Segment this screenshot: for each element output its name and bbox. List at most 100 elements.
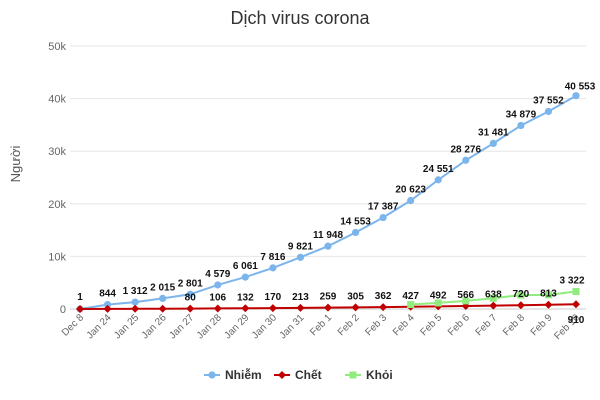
data-label-deaths: 305	[347, 291, 364, 302]
point-diamond	[324, 303, 332, 312]
point-square	[434, 299, 442, 307]
data-label-infected: 24 551	[423, 164, 454, 175]
point-diamond	[131, 304, 140, 313]
legend-marker	[208, 371, 216, 379]
x-tick-label: Feb 1	[308, 312, 334, 338]
data-label-infected: 2 801	[178, 278, 203, 289]
x-tick-label: Jan 30	[250, 312, 279, 341]
y-tick-label: 50k	[48, 41, 66, 53]
point-circle	[351, 228, 360, 237]
y-tick-label: 40k	[48, 94, 66, 106]
point-circle	[103, 300, 112, 309]
data-label-deaths: 720	[513, 289, 530, 300]
data-label-deaths: 170	[265, 292, 282, 303]
data-label-infected: 37 552	[533, 95, 564, 106]
point-circle	[517, 121, 525, 130]
data-label-deaths: 492	[430, 290, 447, 301]
x-tick-label: Feb 6	[446, 312, 472, 338]
point-diamond	[544, 300, 553, 309]
y-axis-ticks: 0 10k 20k 30k 40k 50k	[48, 41, 66, 316]
data-label-infected: 1 312	[123, 286, 148, 297]
x-tick-label: Jan 29	[222, 312, 251, 341]
point-circle	[214, 281, 222, 289]
point-square	[407, 301, 415, 309]
x-tick-label: Jan 27	[167, 312, 196, 341]
x-tick-label: Jan 24	[85, 312, 114, 341]
point-diamond	[186, 304, 195, 313]
x-tick-label: Feb 7	[474, 312, 500, 338]
point-diamond	[241, 304, 250, 313]
data-label-infected: 28 276	[450, 144, 481, 155]
series-lines	[76, 92, 580, 313]
data-label-infected: 20 623	[395, 185, 426, 196]
point-circle	[324, 242, 332, 250]
point-circle	[296, 253, 305, 261]
data-label-infected: 4 579	[205, 269, 230, 280]
y-tick-label: 0	[60, 304, 66, 316]
y-axis-label: Người	[8, 146, 23, 183]
legend-item-square[interactable]: Khỏi	[345, 368, 393, 382]
x-tick-label: Jan 31	[278, 312, 307, 341]
point-circle	[489, 139, 497, 148]
x-tick-label: Feb 4	[391, 312, 417, 338]
data-label-infected: 17 387	[368, 202, 399, 213]
point-circle	[241, 273, 249, 281]
data-label-infected: 844	[99, 289, 116, 300]
point-diamond	[213, 304, 222, 313]
point-diamond	[103, 304, 112, 313]
gridlines	[70, 45, 586, 310]
legend-item-circle[interactable]: Nhiễm	[204, 367, 262, 382]
legend[interactable]: Nhiễm Chết Khỏi	[204, 367, 393, 382]
point-circle	[131, 298, 139, 306]
point-diamond	[489, 301, 498, 310]
data-label-deaths: 259	[320, 292, 337, 303]
point-circle	[159, 294, 167, 303]
point-diamond	[158, 304, 167, 313]
data-label-deaths: 132	[237, 292, 254, 303]
legend-label: Chết	[295, 368, 322, 382]
data-label-infected: 40 553	[565, 82, 596, 93]
data-label-deaths: 362	[375, 291, 392, 302]
point-diamond	[379, 303, 388, 312]
x-tick-label: Feb 5	[418, 312, 444, 338]
x-tick-label: Jan 26	[140, 312, 169, 341]
y-tick-label: 10k	[48, 251, 66, 263]
point-circle	[462, 156, 470, 164]
data-label-deaths: 427	[402, 291, 419, 302]
data-label-infected: 14 553	[340, 216, 371, 227]
legend-marker	[349, 371, 357, 379]
point-circle	[434, 176, 442, 184]
point-circle	[269, 264, 277, 272]
point-circle	[379, 213, 387, 222]
legend-label: Khỏi	[366, 368, 393, 382]
data-label-deaths: 80	[185, 293, 197, 304]
data-label-infected: 2 015	[150, 282, 175, 293]
x-tick-label: Jan 25	[112, 312, 141, 341]
point-square	[489, 294, 497, 302]
data-label-deaths: 638	[485, 290, 502, 301]
data-label-infected: 34 879	[506, 110, 537, 121]
x-tick-label: Dec 8	[60, 312, 87, 339]
point-circle	[407, 196, 415, 205]
x-tick-label: Feb 8	[501, 312, 527, 338]
y-tick-label: 20k	[48, 199, 66, 211]
data-label-deaths: 813	[540, 289, 557, 300]
data-label-infected: 6 061	[233, 261, 258, 272]
x-tick-label: Feb 2	[336, 312, 362, 338]
x-tick-label: Feb 3	[363, 312, 389, 338]
point-square	[517, 291, 525, 299]
legend-marker	[278, 371, 286, 379]
y-tick-label: 30k	[48, 146, 66, 158]
data-label-recovered: 3 322	[559, 276, 584, 287]
point-circle	[186, 290, 194, 298]
data-label-infected: 11 948	[313, 230, 343, 241]
point-circle	[572, 92, 580, 100]
point-diamond	[268, 304, 277, 313]
data-label-infected: 7 816	[260, 252, 285, 263]
data-label-deaths: 106	[209, 292, 226, 303]
point-diamond	[572, 300, 580, 309]
legend-item-diamond[interactable]: Chết	[274, 368, 322, 382]
